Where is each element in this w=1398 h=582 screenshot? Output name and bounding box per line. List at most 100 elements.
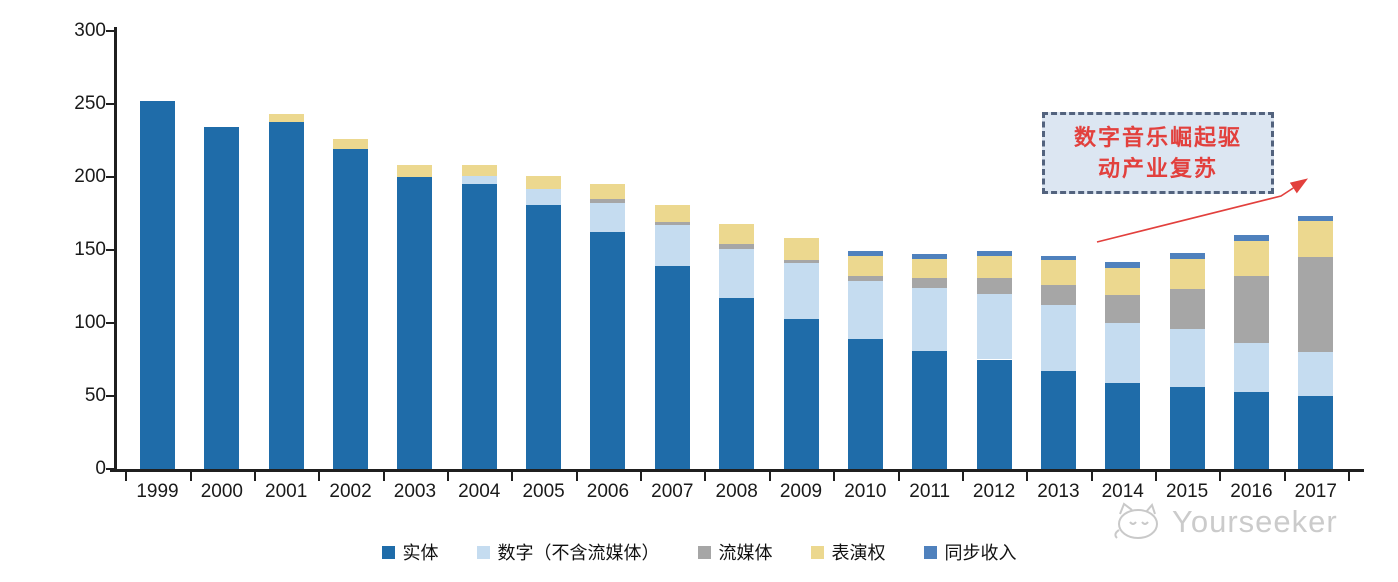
x-axis-tick (1154, 471, 1157, 481)
bar-segment-同步收入 (1169, 252, 1205, 259)
bar-segment-同步收入 (912, 254, 948, 259)
bar-segment-同步收入 (1233, 235, 1269, 242)
x-axis-tick (1219, 471, 1222, 481)
bar-segment-表演权 (976, 255, 1012, 278)
bar-segment-实体 (204, 127, 240, 469)
x-axis-tick (447, 471, 450, 481)
legend-marker-icon (810, 545, 824, 559)
legend-marker-icon (923, 545, 937, 559)
bar-segment-流媒体 (1298, 257, 1334, 353)
y-axis-tick (106, 468, 115, 470)
legend-marker-icon (381, 545, 395, 559)
x-axis-tick (575, 471, 578, 481)
legend-item: 同步收入 (923, 539, 1017, 565)
x-axis-label: 2011 (909, 481, 951, 502)
x-axis-label: 2003 (393, 481, 437, 502)
x-axis-label: 2006 (586, 481, 630, 502)
x-axis-tick (897, 471, 900, 481)
x-axis-tick (704, 471, 707, 481)
chart-legend: 实体 数字（不含流媒体） 流媒体 表演权 同步收入 (0, 539, 1398, 565)
x-axis-label: 2002 (329, 481, 372, 502)
x-axis-label: 2012 (972, 481, 1016, 502)
x-axis-tick (1090, 471, 1093, 481)
bar-segment-表演权 (1298, 220, 1334, 258)
y-axis-tick (106, 103, 115, 105)
watermark-text: Yourseeker (1172, 504, 1338, 539)
bar-segment-表演权 (1233, 241, 1269, 277)
bar-segment-实体 (783, 318, 819, 469)
x-axis-tick (768, 471, 771, 481)
bar-segment-实体 (1040, 371, 1076, 469)
bar-segment-实体 (1298, 396, 1334, 469)
x-axis-label: 2000 (200, 481, 243, 502)
bar-segment-表演权 (333, 139, 369, 150)
y-axis-label: 300 (74, 20, 106, 41)
bar-segment-实体 (1105, 382, 1141, 469)
bar-segment-数字（不含流媒体） (1298, 352, 1334, 396)
bar-segment-数字（不含流媒体） (461, 175, 497, 185)
bar-segment-实体 (590, 232, 626, 469)
x-axis-label: 2017 (1294, 481, 1337, 502)
bar-segment-数字（不含流媒体） (526, 188, 562, 205)
bar-segment-实体 (719, 298, 755, 469)
bar-segment-实体 (976, 359, 1012, 469)
x-axis-tick (833, 471, 836, 481)
bar-segment-流媒体 (1169, 289, 1205, 329)
bar-segment-数字（不含流媒体） (1233, 343, 1269, 392)
bar-segment-流媒体 (719, 244, 755, 249)
bar-segment-实体 (912, 350, 948, 469)
bar-segment-表演权 (461, 165, 497, 176)
bar-segment-流媒体 (912, 277, 948, 288)
annotation-box: 数字音乐崛起驱 动产业复苏 (1042, 112, 1274, 194)
x-axis-tick (189, 471, 192, 481)
bar-segment-数字（不含流媒体） (912, 287, 948, 351)
legend-label: 表演权 (831, 543, 886, 563)
y-axis-tick (106, 322, 115, 324)
y-axis-line (114, 27, 117, 472)
x-axis-label: 2001 (265, 481, 308, 502)
x-axis-tick (125, 471, 128, 481)
yourseeker-logo-icon (1114, 502, 1158, 539)
y-axis-tick (106, 395, 115, 397)
y-axis-tick (106, 176, 115, 178)
bar-segment-同步收入 (1040, 255, 1076, 261)
legend-item: 实体 (381, 539, 439, 565)
x-axis-tick (511, 471, 514, 481)
annotation-text-line2: 动产业复苏 (1097, 156, 1218, 181)
bar-segment-同步收入 (847, 251, 883, 256)
bar-segment-实体 (847, 339, 883, 469)
bar-segment-流媒体 (590, 198, 626, 204)
bar-segment-同步收入 (976, 251, 1012, 256)
bar-segment-实体 (1233, 391, 1269, 469)
bar-segment-数字（不含流媒体） (590, 203, 626, 233)
bar-segment-流媒体 (847, 276, 883, 281)
bar-segment-流媒体 (654, 222, 690, 226)
x-axis-line (110, 469, 1364, 472)
x-axis-label: 1999 (136, 481, 179, 502)
x-axis-tick (254, 471, 257, 481)
bar-segment-同步收入 (1298, 216, 1334, 221)
legend-label: 实体 (402, 543, 439, 563)
y-axis-label: 100 (74, 312, 106, 333)
y-axis-tick (106, 249, 115, 251)
bar-segment-数字（不含流媒体） (976, 293, 1012, 360)
legend-label: 数字（不含流媒体） (497, 543, 660, 563)
bar-segment-流媒体 (1233, 276, 1269, 344)
bar-segment-流媒体 (1105, 295, 1141, 323)
bar-segment-实体 (526, 204, 562, 469)
bar-segment-实体 (140, 101, 175, 469)
y-axis-label: 0 (95, 458, 106, 479)
bar-segment-表演权 (1105, 267, 1141, 296)
y-axis-label: 200 (74, 166, 106, 187)
bar-segment-数字（不含流媒体） (1040, 305, 1076, 372)
x-axis-label: 2013 (1037, 481, 1080, 502)
x-axis-label: 2009 (779, 481, 823, 502)
x-axis-label: 2010 (844, 481, 887, 502)
bar-segment-表演权 (397, 165, 433, 177)
x-axis-tick (640, 471, 643, 481)
bar-segment-表演权 (268, 114, 304, 122)
bar-segment-表演权 (654, 204, 690, 223)
bar-segment-实体 (654, 266, 690, 469)
bar-segment-数字（不含流媒体） (1105, 323, 1141, 383)
